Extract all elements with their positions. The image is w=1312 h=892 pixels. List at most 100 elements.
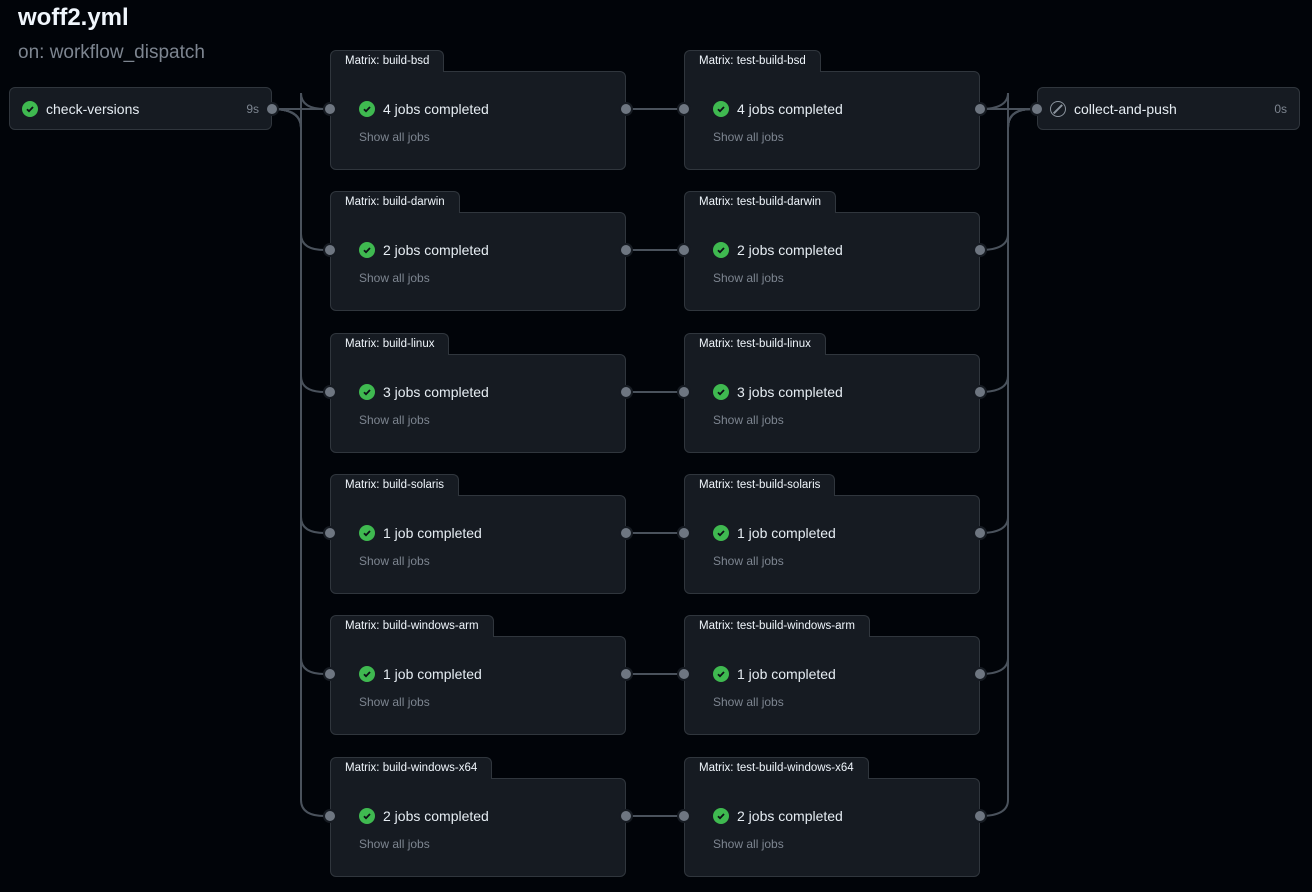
matrix-body: 1 job completed Show all jobs — [684, 495, 980, 594]
show-all-jobs-link[interactable]: Show all jobs — [359, 271, 430, 285]
connector-dot — [1030, 102, 1044, 116]
skip-icon — [1050, 100, 1066, 117]
show-all-jobs-link[interactable]: Show all jobs — [359, 695, 430, 709]
check-circle-icon — [22, 100, 38, 117]
show-all-jobs-link[interactable]: Show all jobs — [713, 271, 784, 285]
status-text: 1 job completed — [737, 666, 836, 682]
connector-dot — [677, 102, 691, 116]
matrix-status: 3 jobs completed — [359, 384, 489, 400]
show-all-jobs-link[interactable]: Show all jobs — [359, 554, 430, 568]
matrix-title: Matrix: build-linux — [330, 333, 450, 355]
connector-dot — [619, 243, 633, 257]
connector-dot — [619, 102, 633, 116]
matrix-body: 3 jobs completed Show all jobs — [684, 354, 980, 453]
matrix-body: 3 jobs completed Show all jobs — [330, 354, 626, 453]
matrix-card-build[interactable]: Matrix: build-solaris 1 job completed Sh… — [330, 474, 626, 594]
status-text: 2 jobs completed — [383, 808, 489, 824]
status-text: 3 jobs completed — [737, 384, 843, 400]
matrix-body: 1 job completed Show all jobs — [330, 636, 626, 735]
matrix-status: 3 jobs completed — [713, 384, 843, 400]
status-text: 1 job completed — [383, 666, 482, 682]
connector-dot — [323, 667, 337, 681]
check-circle-icon — [359, 101, 375, 117]
connector-dot — [619, 385, 633, 399]
connector-dot — [619, 667, 633, 681]
check-circle-icon — [713, 666, 729, 682]
status-text: 2 jobs completed — [383, 242, 489, 258]
matrix-title: Matrix: test-build-bsd — [684, 50, 821, 72]
connector-dot — [265, 102, 279, 116]
matrix-card-build[interactable]: Matrix: build-windows-x64 2 jobs complet… — [330, 757, 626, 877]
matrix-card-test[interactable]: Matrix: test-build-darwin 2 jobs complet… — [684, 191, 980, 311]
matrix-card-test[interactable]: Matrix: test-build-bsd 4 jobs completed … — [684, 50, 980, 170]
matrix-body: 2 jobs completed Show all jobs — [330, 212, 626, 311]
job-duration: 9s — [246, 101, 259, 116]
matrix-body: 1 job completed Show all jobs — [684, 636, 980, 735]
matrix-card-build[interactable]: Matrix: build-windows-arm 1 job complete… — [330, 615, 626, 735]
show-all-jobs-link[interactable]: Show all jobs — [359, 837, 430, 851]
connector-dot — [973, 102, 987, 116]
connector-dot — [323, 526, 337, 540]
matrix-card-test[interactable]: Matrix: test-build-windows-x64 2 jobs co… — [684, 757, 980, 877]
matrix-status: 4 jobs completed — [359, 101, 489, 117]
matrix-status: 1 job completed — [359, 666, 482, 682]
matrix-card-test[interactable]: Matrix: test-build-windows-arm 1 job com… — [684, 615, 980, 735]
check-circle-icon — [359, 666, 375, 682]
show-all-jobs-link[interactable]: Show all jobs — [713, 695, 784, 709]
matrix-title: Matrix: test-build-windows-x64 — [684, 757, 869, 779]
check-circle-icon — [713, 384, 729, 400]
show-all-jobs-link[interactable]: Show all jobs — [713, 837, 784, 851]
matrix-title: Matrix: build-solaris — [330, 474, 460, 496]
check-circle-icon — [359, 808, 375, 824]
connector-dot — [973, 243, 987, 257]
status-text: 1 job completed — [737, 525, 836, 541]
connector-line — [979, 108, 1037, 817]
connector-dot — [677, 526, 691, 540]
matrix-title: Matrix: build-windows-arm — [330, 615, 494, 637]
job-name: collect-and-push — [1074, 100, 1177, 117]
connector-dot — [973, 385, 987, 399]
connector-dot — [973, 667, 987, 681]
matrix-title: Matrix: test-build-solaris — [684, 474, 836, 496]
status-text: 4 jobs completed — [737, 101, 843, 117]
check-circle-icon — [713, 101, 729, 117]
matrix-body: 2 jobs completed Show all jobs — [684, 212, 980, 311]
status-text: 2 jobs completed — [737, 242, 843, 258]
connector-dot — [677, 243, 691, 257]
matrix-title: Matrix: build-windows-x64 — [330, 757, 493, 779]
matrix-card-build[interactable]: Matrix: build-linux 3 jobs completed Sho… — [330, 333, 626, 453]
matrix-status: 4 jobs completed — [713, 101, 843, 117]
status-text: 4 jobs completed — [383, 101, 489, 117]
connector-dot — [323, 809, 337, 823]
show-all-jobs-link[interactable]: Show all jobs — [359, 130, 430, 144]
matrix-card-test[interactable]: Matrix: test-build-solaris 1 job complet… — [684, 474, 980, 594]
job-check-versions[interactable]: check-versions 9s — [9, 87, 272, 130]
workflow-title: woff2.yml — [18, 4, 129, 31]
check-circle-icon — [359, 384, 375, 400]
show-all-jobs-link[interactable]: Show all jobs — [713, 554, 784, 568]
connector-dot — [619, 526, 633, 540]
matrix-title: Matrix: test-build-windows-arm — [684, 615, 870, 637]
matrix-title: Matrix: build-darwin — [330, 191, 460, 213]
matrix-status: 2 jobs completed — [359, 242, 489, 258]
matrix-card-build[interactable]: Matrix: build-bsd 4 jobs completed Show … — [330, 50, 626, 170]
matrix-status: 1 job completed — [713, 525, 836, 541]
check-circle-icon — [359, 242, 375, 258]
job-collect-and-push[interactable]: collect-and-push 0s — [1037, 87, 1300, 130]
matrix-title: Matrix: test-build-linux — [684, 333, 826, 355]
workflow-trigger: on: workflow_dispatch — [18, 42, 205, 63]
connector-dot — [677, 385, 691, 399]
matrix-body: 4 jobs completed Show all jobs — [684, 71, 980, 170]
connector-dot — [323, 385, 337, 399]
check-circle-icon — [713, 242, 729, 258]
show-all-jobs-link[interactable]: Show all jobs — [713, 413, 784, 427]
show-all-jobs-link[interactable]: Show all jobs — [713, 130, 784, 144]
check-circle-icon — [713, 808, 729, 824]
show-all-jobs-link[interactable]: Show all jobs — [359, 413, 430, 427]
job-duration: 0s — [1274, 101, 1287, 116]
status-text: 1 job completed — [383, 525, 482, 541]
matrix-card-build[interactable]: Matrix: build-darwin 2 jobs completed Sh… — [330, 191, 626, 311]
matrix-card-test[interactable]: Matrix: test-build-linux 3 jobs complete… — [684, 333, 980, 453]
connector-dot — [973, 809, 987, 823]
